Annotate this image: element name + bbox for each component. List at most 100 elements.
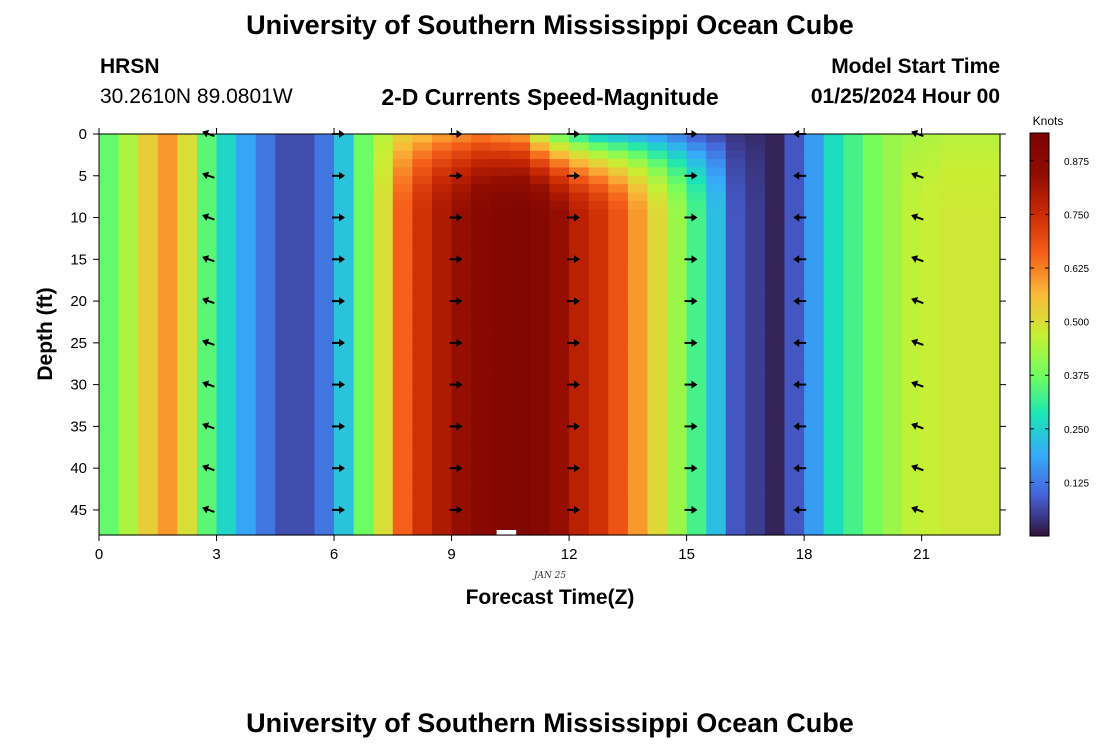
- heatmap-cell: [431, 267, 453, 277]
- heatmap-cell: [588, 276, 609, 285]
- y-tick-label: 20: [70, 293, 87, 310]
- heatmap-cell: [510, 384, 531, 394]
- heatmap-cell: [941, 451, 962, 461]
- heatmap-cell: [99, 167, 120, 177]
- heatmap-cell: [764, 509, 786, 519]
- heatmap-cell: [334, 200, 355, 210]
- heatmap-cell: [471, 359, 492, 369]
- heatmap-cell: [706, 384, 727, 394]
- heatmap-cell: [138, 468, 159, 478]
- heatmap-cell: [647, 209, 668, 219]
- heatmap-cell: [686, 234, 707, 244]
- heatmap-cell: [471, 468, 492, 478]
- heatmap-cell: [823, 217, 844, 227]
- heatmap-cell: [412, 134, 433, 143]
- heatmap-cell: [255, 342, 276, 352]
- heatmap-cell: [882, 276, 903, 285]
- heatmap-cell: [157, 234, 178, 244]
- heatmap-cell: [627, 443, 649, 453]
- heatmap-cell: [706, 326, 727, 336]
- heatmap-cell: [725, 367, 746, 377]
- heatmap-cell: [588, 234, 609, 244]
- heatmap-cell: [334, 493, 355, 503]
- heatmap-cell: [588, 225, 609, 235]
- heatmap-cell: [764, 493, 786, 503]
- heatmap-cell: [255, 284, 276, 294]
- heatmap-cell: [431, 367, 453, 377]
- station-coordinates: 30.2610N 89.0801W: [100, 85, 293, 108]
- current-vector: [684, 171, 698, 180]
- heatmap-cell: [667, 484, 688, 494]
- heatmap-cell: [941, 509, 962, 519]
- heatmap-cell: [843, 459, 864, 469]
- heatmap-cell: [882, 326, 903, 336]
- heatmap-cell: [177, 284, 198, 294]
- heatmap-cell: [412, 250, 433, 260]
- heatmap-cell: [882, 200, 903, 210]
- heatmap-cell: [373, 484, 394, 494]
- heatmap-cell: [255, 443, 276, 453]
- heatmap-cell: [647, 476, 668, 486]
- heatmap-cell: [431, 392, 453, 402]
- heatmap-cell: [314, 134, 335, 143]
- heatmap-cell: [216, 200, 237, 210]
- heatmap-cell: [431, 376, 453, 386]
- heatmap-cell: [843, 468, 864, 478]
- heatmap-cell: [843, 384, 864, 394]
- heatmap-cell: [490, 292, 511, 302]
- heatmap-cell: [980, 409, 1001, 419]
- heatmap-cell: [686, 476, 707, 486]
- current-vector: [332, 255, 345, 264]
- heatmap-cell: [431, 225, 453, 235]
- heatmap-cell: [980, 501, 1001, 511]
- heatmap-cell: [804, 159, 825, 169]
- current-vector: [911, 338, 924, 347]
- heatmap-cell: [667, 217, 688, 227]
- heatmap-cell: [745, 200, 766, 210]
- heatmap-cell: [588, 392, 609, 402]
- heatmap-cell: [294, 175, 316, 185]
- heatmap-cell: [941, 267, 962, 277]
- chart-title: University of Southern Mississippi Ocean…: [246, 10, 854, 40]
- heatmap-cell: [667, 451, 688, 461]
- heatmap-cell: [549, 351, 570, 361]
- heatmap-cell: [118, 418, 139, 427]
- y-axis-label: Depth (ft): [34, 287, 57, 380]
- heatmap-cell: [353, 200, 374, 210]
- heatmap-cell: [177, 142, 198, 152]
- heatmap-cell: [99, 426, 120, 436]
- x-tick-label: 3: [212, 546, 220, 563]
- heatmap-cell: [902, 351, 923, 361]
- heatmap-cell: [706, 225, 727, 235]
- heatmap-cell: [99, 225, 120, 235]
- heatmap-cell: [510, 334, 531, 344]
- heatmap-cell: [667, 434, 688, 444]
- heatmap-cell: [275, 384, 296, 394]
- heatmap-cell: [138, 292, 159, 302]
- heatmap-cell: [667, 200, 688, 210]
- heatmap-cell: [627, 317, 649, 327]
- heatmap-cell: [255, 217, 276, 227]
- heatmap-cell: [99, 518, 120, 528]
- heatmap-cell: [216, 426, 237, 436]
- heatmap-cell: [392, 225, 413, 235]
- heatmap-cell: [941, 167, 962, 177]
- heatmap-cell: [529, 142, 551, 152]
- heatmap-cell: [784, 234, 805, 244]
- heatmap-cell: [510, 167, 531, 177]
- heatmap-cell: [784, 276, 805, 285]
- heatmap-cell: [764, 209, 786, 219]
- heatmap-cell: [823, 418, 844, 427]
- heatmap-cell: [784, 267, 805, 277]
- heatmap-cell: [588, 367, 609, 377]
- heatmap-cell: [118, 493, 139, 503]
- heatmap-cell: [216, 326, 237, 336]
- current-vector: [911, 296, 924, 305]
- current-vector: [332, 338, 345, 347]
- heatmap-cell: [431, 468, 453, 478]
- heatmap-cell: [451, 443, 472, 453]
- heatmap-cell: [725, 443, 746, 453]
- heatmap-cell: [706, 418, 727, 427]
- heatmap-cell: [608, 250, 629, 260]
- heatmap-cell: [157, 443, 178, 453]
